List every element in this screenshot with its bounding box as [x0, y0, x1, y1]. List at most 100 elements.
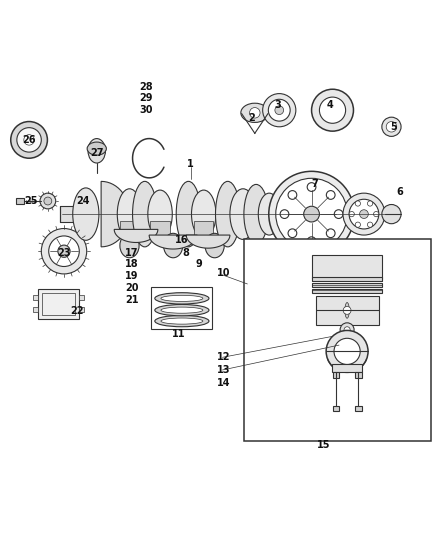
- Circle shape: [49, 236, 79, 266]
- Polygon shape: [194, 221, 213, 238]
- Circle shape: [304, 206, 319, 222]
- Text: 16: 16: [175, 235, 189, 245]
- Text: 23: 23: [57, 248, 71, 259]
- Ellipse shape: [117, 189, 142, 239]
- Text: 22: 22: [71, 306, 84, 316]
- Ellipse shape: [161, 318, 203, 324]
- Text: 2: 2: [248, 113, 255, 123]
- Ellipse shape: [155, 304, 209, 316]
- Text: 26: 26: [22, 135, 36, 145]
- Circle shape: [276, 179, 347, 250]
- Circle shape: [343, 306, 351, 314]
- Bar: [33, 295, 38, 300]
- Ellipse shape: [133, 181, 157, 247]
- Bar: [38, 289, 79, 319]
- Bar: [312, 255, 382, 279]
- Text: 5: 5: [390, 122, 397, 132]
- Circle shape: [307, 237, 316, 246]
- Text: 10: 10: [217, 268, 230, 278]
- Circle shape: [334, 210, 343, 219]
- Circle shape: [326, 191, 335, 199]
- Circle shape: [355, 201, 360, 206]
- Ellipse shape: [163, 233, 183, 258]
- Polygon shape: [150, 221, 170, 237]
- Circle shape: [319, 97, 346, 123]
- Circle shape: [367, 201, 373, 206]
- Circle shape: [40, 193, 56, 209]
- Text: 15: 15: [317, 440, 331, 450]
- Text: 18: 18: [125, 260, 138, 269]
- Circle shape: [344, 327, 350, 333]
- Ellipse shape: [120, 233, 139, 258]
- Polygon shape: [114, 229, 158, 243]
- Bar: [333, 373, 339, 377]
- Circle shape: [307, 183, 316, 191]
- Circle shape: [349, 212, 354, 217]
- Bar: [316, 296, 378, 325]
- Ellipse shape: [73, 188, 99, 240]
- Text: 28: 28: [139, 82, 152, 92]
- Ellipse shape: [191, 190, 216, 238]
- Circle shape: [250, 108, 260, 118]
- Circle shape: [367, 222, 373, 227]
- Text: 1: 1: [187, 159, 194, 169]
- Bar: [79, 295, 84, 300]
- Text: 29: 29: [139, 93, 152, 103]
- Text: 4: 4: [327, 100, 334, 110]
- Ellipse shape: [155, 316, 209, 327]
- Circle shape: [11, 122, 47, 158]
- Ellipse shape: [215, 181, 240, 247]
- Polygon shape: [149, 235, 197, 249]
- Circle shape: [269, 171, 354, 257]
- Text: 14: 14: [217, 378, 230, 387]
- Polygon shape: [101, 181, 130, 247]
- Text: 27: 27: [90, 148, 103, 158]
- Text: 11: 11: [172, 329, 186, 339]
- Bar: [312, 282, 382, 287]
- Bar: [333, 406, 339, 411]
- Circle shape: [58, 245, 70, 257]
- Circle shape: [17, 128, 41, 152]
- Text: 24: 24: [76, 196, 89, 206]
- Bar: [151, 287, 212, 329]
- Bar: [244, 239, 431, 441]
- Ellipse shape: [230, 189, 256, 239]
- Text: 20: 20: [125, 284, 138, 293]
- Circle shape: [275, 106, 284, 115]
- Circle shape: [382, 117, 401, 136]
- Polygon shape: [339, 336, 356, 343]
- Text: 8: 8: [183, 248, 190, 259]
- Polygon shape: [186, 235, 230, 248]
- Text: 17: 17: [125, 248, 138, 259]
- Bar: [355, 373, 361, 377]
- Circle shape: [386, 122, 397, 132]
- Bar: [278, 207, 311, 221]
- Bar: [60, 206, 81, 222]
- Circle shape: [340, 323, 354, 337]
- Circle shape: [360, 210, 368, 219]
- Circle shape: [44, 197, 52, 205]
- Text: 21: 21: [125, 295, 138, 305]
- Circle shape: [24, 135, 34, 145]
- Text: 12: 12: [217, 352, 230, 362]
- Circle shape: [280, 210, 289, 219]
- Circle shape: [343, 193, 385, 235]
- Text: 13: 13: [217, 365, 230, 375]
- Circle shape: [311, 89, 353, 131]
- Ellipse shape: [244, 184, 268, 244]
- Circle shape: [334, 338, 360, 365]
- Bar: [42, 293, 75, 316]
- Ellipse shape: [155, 293, 209, 304]
- Bar: [33, 307, 38, 312]
- Text: 3: 3: [275, 100, 281, 110]
- Ellipse shape: [87, 142, 106, 155]
- Circle shape: [382, 205, 401, 224]
- Ellipse shape: [161, 307, 203, 313]
- Bar: [79, 307, 84, 312]
- Circle shape: [349, 199, 379, 229]
- Text: 7: 7: [312, 179, 318, 189]
- Polygon shape: [120, 221, 139, 238]
- Ellipse shape: [148, 190, 172, 238]
- Ellipse shape: [176, 181, 201, 247]
- Text: 30: 30: [139, 105, 152, 115]
